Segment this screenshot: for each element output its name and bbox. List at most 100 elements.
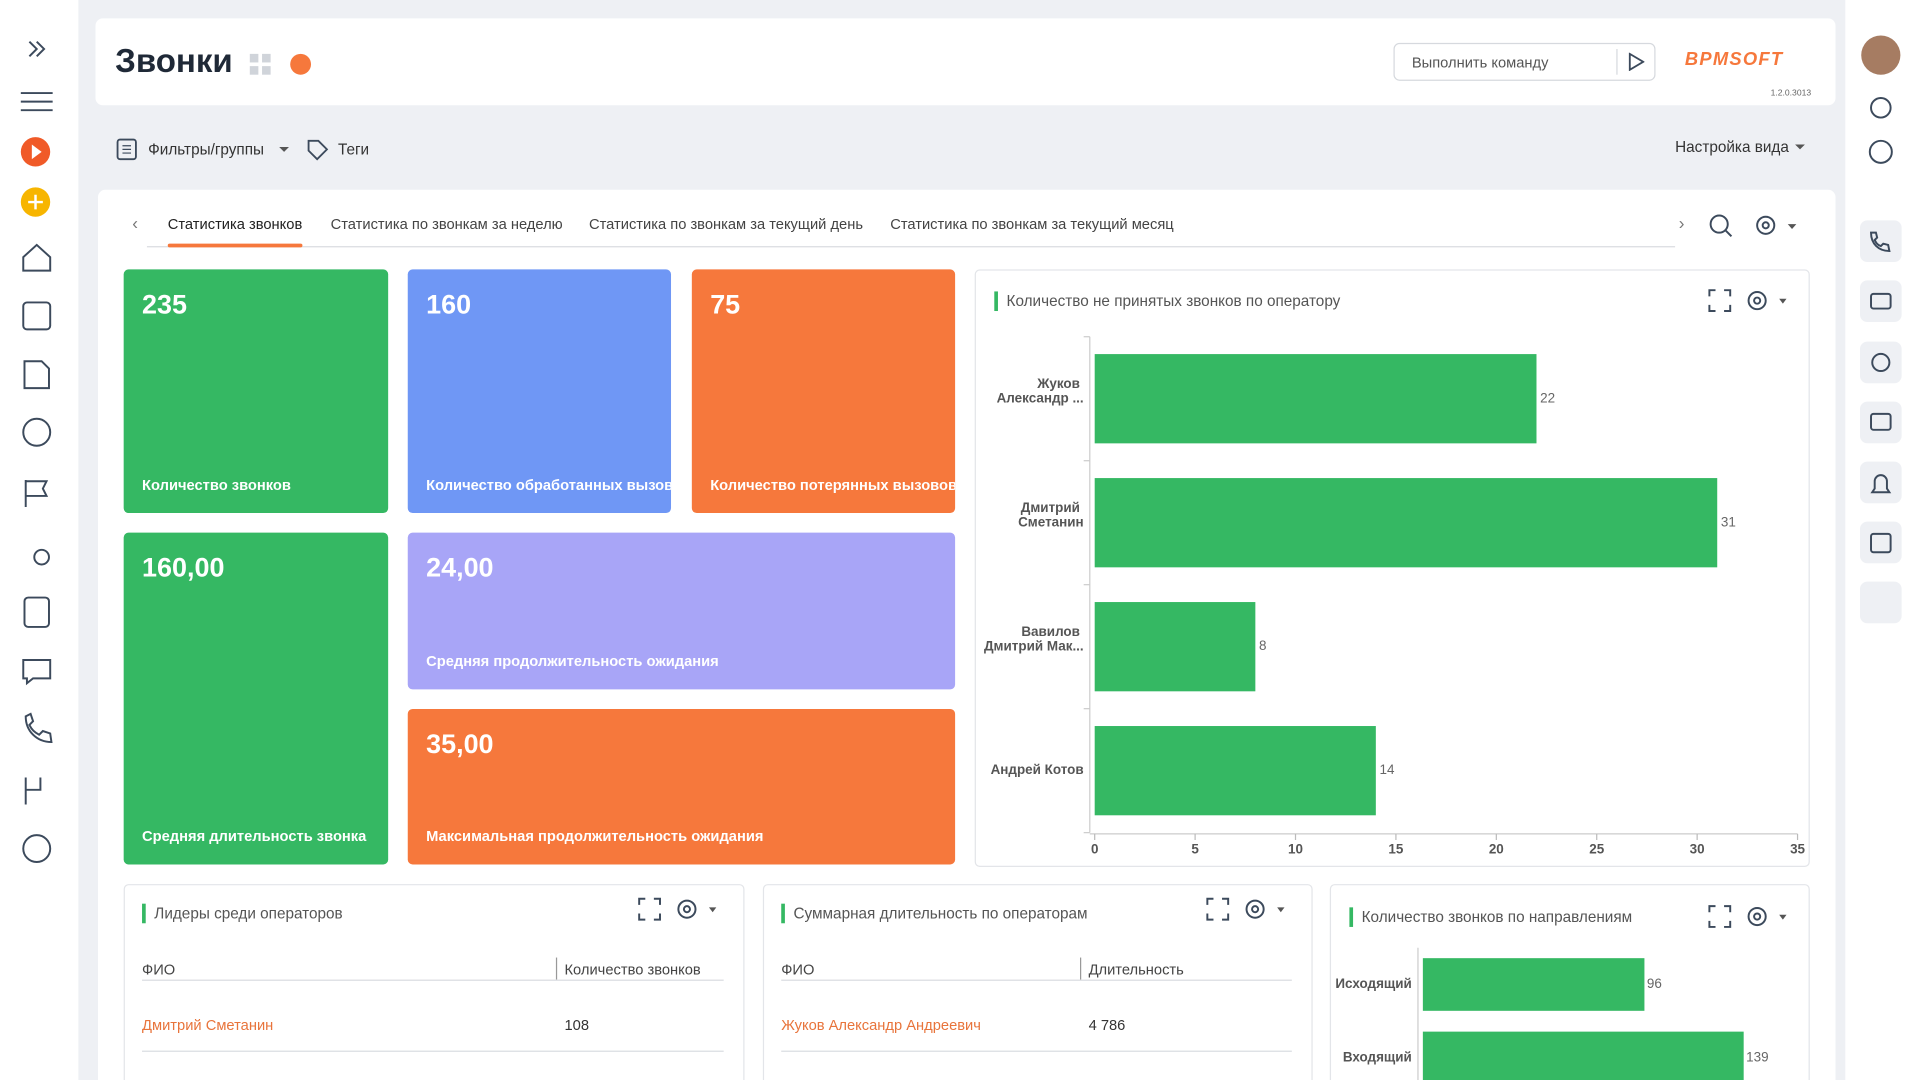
table-cell: 108	[564, 1016, 590, 1034]
search-icon[interactable]	[1709, 214, 1729, 234]
value-label: 96	[1647, 976, 1662, 991]
knowledge-icon[interactable]	[23, 596, 50, 628]
operator-link[interactable]: Дмитрий Сметанин	[142, 1016, 274, 1034]
phone-button[interactable]	[1860, 220, 1902, 263]
logo: BPMSOFT	[1684, 48, 1784, 70]
kpi-tile[interactable]: 235 Количество звонков	[123, 269, 389, 514]
run-glyph	[31, 144, 42, 160]
tile-value: 35,00	[426, 728, 494, 760]
tab[interactable]: Статистика по звонкам за текущий день	[588, 215, 863, 233]
bar	[1094, 602, 1256, 692]
view-settings[interactable]: Настройка вида	[1675, 138, 1789, 156]
documents-icon[interactable]	[23, 360, 50, 390]
messages-icon[interactable]	[22, 834, 52, 864]
cases-icon[interactable]	[22, 417, 52, 447]
chart-title: Количество звонков по направлениям	[1361, 908, 1633, 926]
tags-button[interactable]: Теги	[337, 140, 370, 158]
gear-icon	[677, 899, 697, 919]
email-button[interactable]	[1860, 280, 1902, 323]
settings-icon[interactable]	[1870, 96, 1892, 119]
table-header: Количество звонков	[564, 961, 701, 979]
command-input[interactable]: Выполнить команду	[1393, 42, 1656, 81]
table-header: ФИО	[142, 961, 176, 979]
run-command[interactable]	[1627, 52, 1645, 72]
filters-button[interactable]: Фильтры/группы	[148, 140, 264, 158]
chat-button[interactable]	[1860, 341, 1902, 384]
notify-button[interactable]	[1860, 461, 1902, 504]
table-card	[762, 884, 1313, 1080]
tabs-next[interactable]: ›	[1678, 213, 1685, 233]
x-tick-label: 20	[1489, 841, 1504, 856]
kpi-tile[interactable]: 24,00 Средняя продолжительность ожидания	[407, 532, 956, 690]
value-label: 139	[1746, 1050, 1768, 1065]
calls-icon[interactable]	[24, 712, 53, 744]
operator-link[interactable]: Жуков Александр Андреевич	[781, 1016, 981, 1034]
gear-icon[interactable]	[1756, 215, 1776, 235]
caret	[708, 907, 717, 913]
expand-icon[interactable]	[638, 897, 661, 921]
map-button[interactable]	[1860, 581, 1902, 624]
feed-button[interactable]	[1860, 401, 1902, 444]
globe-icon[interactable]	[33, 548, 50, 566]
feed-glyph	[1870, 412, 1892, 431]
label-line: Александр ...	[997, 390, 1084, 405]
caret	[1779, 914, 1787, 920]
caret	[1779, 298, 1787, 304]
x-tick-label: 25	[1589, 841, 1604, 856]
value-label: 14	[1380, 762, 1395, 777]
tasks-glyph	[1870, 532, 1892, 554]
command-placeholder: Выполнить команду	[1411, 53, 1549, 72]
label-line: Дмитрий	[1021, 500, 1084, 515]
flag-icon[interactable]	[24, 480, 49, 507]
expand-icon[interactable]	[1708, 289, 1732, 313]
category-label: Жуков Александр ...	[997, 376, 1084, 406]
bar	[1422, 958, 1645, 1011]
tasks-button[interactable]	[1860, 521, 1902, 564]
home-icon[interactable]	[22, 243, 52, 272]
menu-icon[interactable]	[20, 92, 53, 112]
tile-label: Количество обработанных вызовов	[426, 476, 672, 494]
tile-label: Средняя длительность звонка	[142, 827, 367, 845]
table-card	[123, 884, 745, 1080]
gear-icon	[1747, 291, 1767, 311]
tabs-prev[interactable]: ‹	[132, 213, 138, 233]
accent	[994, 291, 998, 312]
table-cell: 4 786	[1088, 1016, 1126, 1034]
phone-glyph	[1870, 231, 1891, 253]
help-icon[interactable]	[1868, 139, 1893, 164]
kpi-tile[interactable]: 75 Количество потерянных вызовов	[691, 269, 956, 514]
contacts-icon[interactable]	[22, 301, 52, 331]
tab[interactable]: Статистика по звонкам за текущий месяц	[890, 215, 1174, 233]
kpi-tile[interactable]: 160 Количество обработанных вызовов	[407, 269, 672, 514]
gear-hub	[1753, 912, 1762, 921]
tab[interactable]: Статистика звонков	[167, 215, 303, 233]
x-tick-label: 15	[1388, 841, 1403, 856]
bar	[1422, 1031, 1744, 1080]
chat-icon[interactable]	[22, 659, 52, 686]
widget-tools	[1708, 289, 1787, 313]
gear-icon	[1747, 906, 1767, 927]
chart-view-icon[interactable]	[290, 53, 312, 75]
expand-icon[interactable]	[28, 40, 46, 58]
version: 1.2.0.3013	[1770, 89, 1812, 98]
kpi-tile[interactable]: 35,00 Максимальная продолжительность ожид…	[407, 708, 956, 865]
expand-icon[interactable]	[1708, 905, 1732, 928]
gear-hub	[682, 905, 691, 914]
row-line	[781, 1050, 1292, 1052]
label-line: Сметанин	[1018, 514, 1084, 529]
avatar[interactable]	[1861, 35, 1901, 75]
tile-label: Максимальная продолжительность ожидания	[426, 827, 764, 845]
kpi-tile[interactable]: 160,00 Средняя длительность звонка	[123, 532, 389, 865]
category-label: Исходящий	[1335, 976, 1411, 991]
x-tick-label: 10	[1288, 841, 1303, 856]
widget-tools	[1708, 905, 1787, 928]
process-icon[interactable]	[24, 777, 42, 805]
tile-label: Средняя продолжительность ожидания	[426, 652, 719, 670]
tile-label: Количество потерянных вызовов	[710, 476, 956, 494]
tab[interactable]: Статистика по звонкам за неделю	[330, 215, 563, 233]
expand-icon[interactable]	[1206, 897, 1230, 921]
grid-view-icon[interactable]	[249, 53, 271, 75]
label-line: Дмитрий Мак...	[984, 638, 1084, 653]
